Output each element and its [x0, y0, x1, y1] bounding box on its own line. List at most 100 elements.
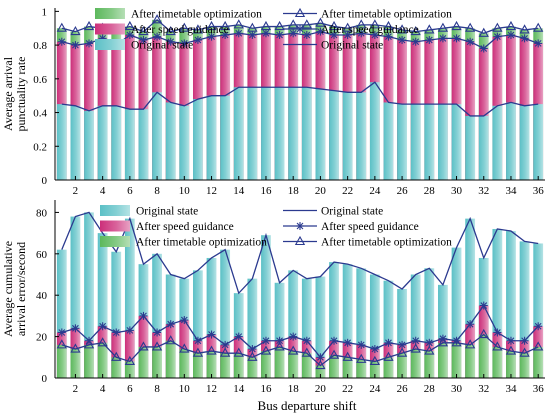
- bar: [397, 289, 407, 378]
- star-stroke: [153, 329, 161, 336]
- bar: [424, 351, 435, 378]
- data-point: [83, 20, 95, 31]
- bar: [519, 105, 530, 180]
- y-tick-label: 20: [36, 332, 48, 344]
- star-stroke: [126, 327, 134, 334]
- star-stroke: [398, 341, 406, 349]
- legend-label: After speed guidance: [321, 24, 419, 36]
- bar: [397, 353, 407, 378]
- star-stroke: [180, 316, 188, 324]
- data-point: [179, 22, 190, 32]
- data-point: [424, 24, 435, 34]
- x-tick-label: 34: [505, 185, 517, 197]
- star-stroke: [344, 31, 352, 39]
- x-tick-label: 28: [424, 383, 436, 395]
- x-tick-label: 14: [233, 383, 245, 395]
- data-point: [98, 322, 107, 331]
- bar: [165, 102, 176, 180]
- data-point: [411, 37, 420, 46]
- legend-swatch: [100, 205, 130, 216]
- data-point: [356, 353, 367, 363]
- bar: [97, 105, 108, 180]
- legend-item: After timetable optimization: [100, 236, 267, 249]
- data-point: [342, 22, 353, 32]
- bar: [301, 278, 312, 378]
- x-tick-label: 20: [315, 185, 327, 197]
- data-point: [274, 341, 285, 351]
- star-stroke: [303, 337, 311, 345]
- star-stroke: [398, 36, 406, 44]
- bar: [111, 357, 122, 378]
- star-stroke: [371, 31, 379, 39]
- x-tick-label: 32: [478, 185, 489, 197]
- star-stroke: [385, 339, 392, 347]
- bar: [56, 249, 67, 378]
- bar: [465, 344, 476, 378]
- data-point: [343, 338, 352, 347]
- y-tick-label: 60: [36, 249, 48, 261]
- star-stroke: [330, 337, 338, 345]
- x-tick-label: 2: [73, 383, 79, 395]
- data-point: [451, 337, 462, 347]
- data-point: [465, 22, 476, 32]
- x-tick-label: 30: [451, 383, 463, 395]
- data-point: [56, 339, 67, 349]
- bar: [451, 104, 462, 180]
- bar: [301, 353, 312, 378]
- x-tick-label: 4: [100, 185, 106, 197]
- bar: [247, 357, 258, 378]
- bar: [465, 41, 476, 180]
- data-point: [70, 25, 81, 36]
- data-point: [234, 29, 243, 38]
- bar: [84, 212, 94, 378]
- data-point: [369, 19, 380, 29]
- data-point: [180, 39, 189, 48]
- data-point: [479, 44, 488, 53]
- star-stroke: [296, 222, 304, 230]
- y-tick-label: 80: [36, 207, 48, 219]
- data-point: [492, 341, 503, 351]
- data-point: [479, 301, 488, 310]
- legend-item: After timetable optimization: [283, 7, 452, 21]
- data-point: [533, 22, 544, 32]
- data-point: [125, 326, 134, 335]
- x-tick-label: 18: [288, 185, 300, 197]
- bar: [329, 90, 339, 180]
- data-point: [288, 19, 299, 29]
- data-point: [424, 345, 435, 355]
- x-tick-label: 4: [100, 383, 106, 395]
- legend-label: After speed guidance: [321, 221, 419, 233]
- data-point: [492, 22, 503, 32]
- legend-label: After speed guidance: [131, 24, 229, 36]
- bar: [138, 109, 149, 180]
- x-tick-label: 14: [233, 185, 245, 197]
- legend-item: Original state: [95, 39, 193, 52]
- star-stroke: [58, 329, 66, 336]
- legend-swatch: [95, 39, 125, 50]
- x-tick-label: 30: [451, 185, 463, 197]
- star-stroke: [534, 40, 542, 47]
- y-tick-label: 0.6: [33, 74, 47, 86]
- data-point: [384, 32, 393, 41]
- star-stroke: [262, 337, 270, 345]
- data-point: [330, 30, 339, 39]
- data-point: [478, 27, 489, 37]
- data-point: [519, 24, 530, 34]
- data-point: [165, 25, 176, 36]
- data-point: [275, 336, 284, 345]
- data-point: [166, 37, 175, 46]
- star-stroke: [330, 31, 338, 39]
- data-point: [192, 347, 204, 357]
- data-point: [192, 24, 204, 34]
- legend-label: Original state: [131, 40, 193, 52]
- x-tick-label: 8: [154, 383, 160, 395]
- star-stroke: [248, 345, 256, 353]
- bar: [206, 351, 217, 378]
- x-tick-label: 28: [424, 185, 436, 197]
- x-tick-label: 8: [154, 185, 160, 197]
- bar: [193, 99, 203, 180]
- bar: [478, 48, 489, 181]
- series-line: [61, 81, 539, 117]
- star-stroke: [521, 34, 528, 42]
